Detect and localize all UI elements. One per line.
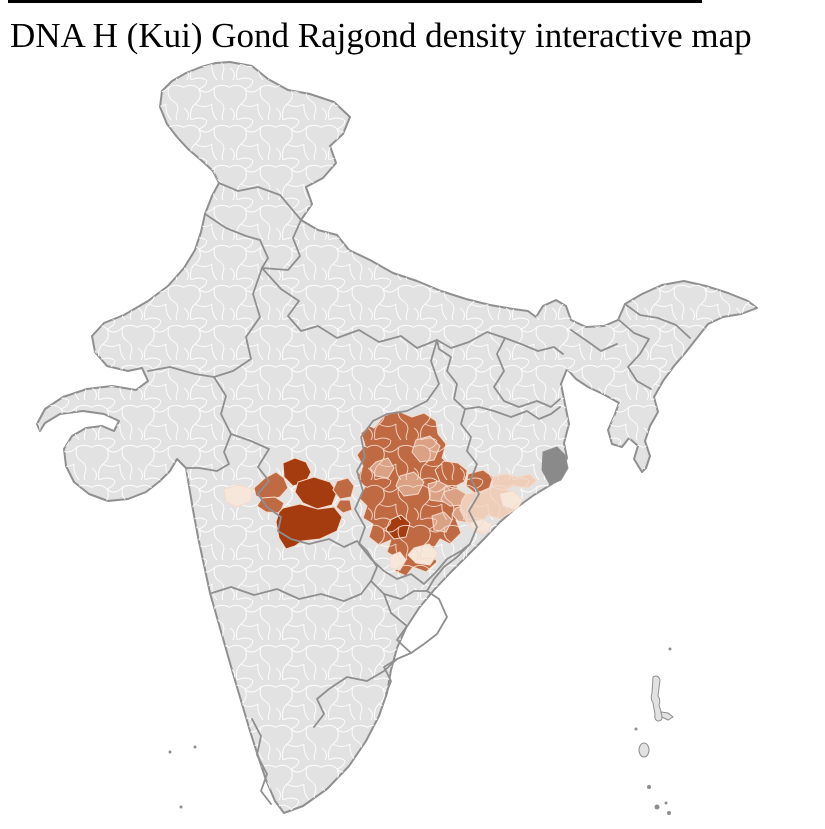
- density-cluster-west[interactable]: [223, 457, 355, 550]
- district-shape[interactable]: [332, 477, 355, 500]
- state-borders: [147, 182, 691, 805]
- page-title: DNA H (Kui) Gond Rajgond density interac…: [10, 16, 752, 55]
- district-shape[interactable]: [294, 476, 338, 510]
- lakshadweep-islands[interactable]: [168, 745, 197, 809]
- district-shape[interactable]: [223, 484, 253, 508]
- sundarbans-district[interactable]: [541, 446, 569, 486]
- district-shape[interactable]: [275, 503, 343, 550]
- district-shape[interactable]: [335, 499, 353, 514]
- top-rule: [8, 0, 702, 3]
- andaman-nicobar-islands[interactable]: [634, 647, 674, 816]
- district-shape[interactable]: [282, 457, 312, 487]
